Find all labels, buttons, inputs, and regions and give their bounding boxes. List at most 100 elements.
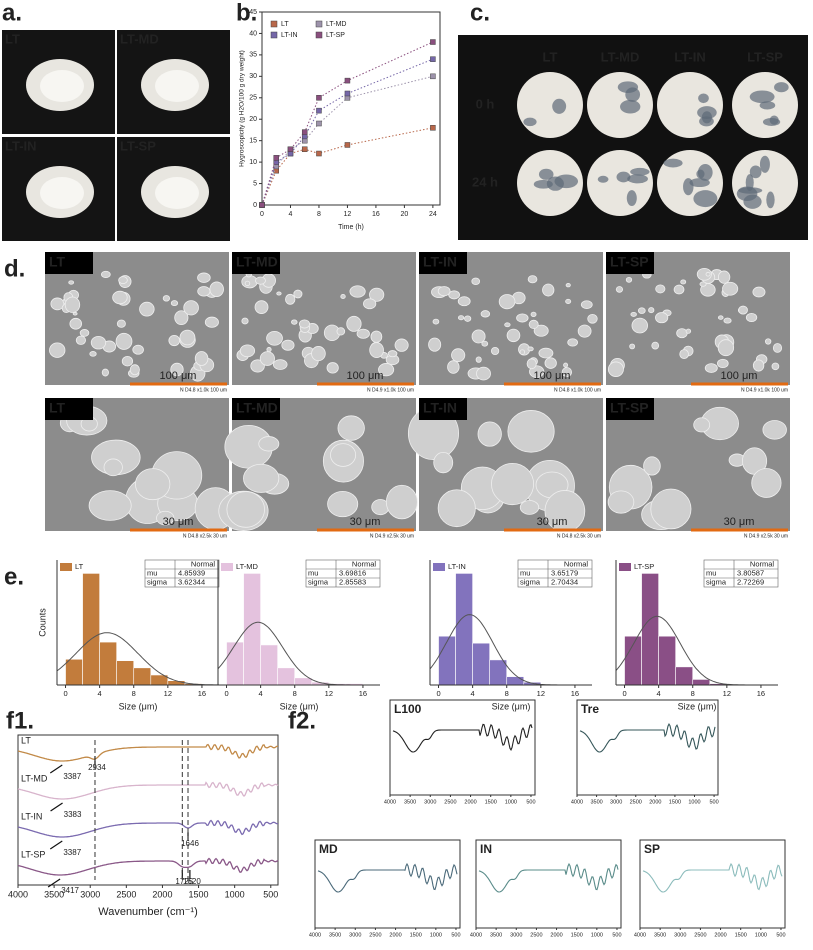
x-tick-label: 2500 xyxy=(369,932,381,938)
sem-label-box xyxy=(606,252,654,274)
x-tick-label: 8 xyxy=(293,689,297,698)
scale-bar-label: 100 μm xyxy=(347,370,384,382)
legend-label: LT-IN xyxy=(448,562,466,571)
particle xyxy=(764,338,772,345)
fit-title: Normal xyxy=(750,559,775,568)
histogram-bar xyxy=(294,677,313,686)
plate-patch xyxy=(626,190,637,207)
particle xyxy=(281,339,295,351)
particle xyxy=(699,281,707,287)
x-tick-label: 12 xyxy=(537,689,545,698)
particle xyxy=(241,317,249,325)
particle xyxy=(519,500,540,515)
plot-frame xyxy=(314,839,461,929)
peak-label: 3383 xyxy=(64,810,82,819)
particle xyxy=(135,468,171,501)
fit-table xyxy=(517,559,593,588)
spectrum-line xyxy=(579,722,716,753)
particle xyxy=(563,362,569,368)
spectrum-title: SP xyxy=(644,842,660,856)
particle xyxy=(276,291,282,296)
particle xyxy=(259,351,275,366)
particle xyxy=(266,330,283,346)
fit-label: mu xyxy=(308,568,318,577)
plate-patch xyxy=(749,165,762,179)
sem-label-box xyxy=(45,252,93,274)
particle xyxy=(156,510,175,526)
particle xyxy=(369,287,385,302)
x-tick-label: 3500 xyxy=(490,932,502,938)
sem-label: LT-IN xyxy=(423,400,457,416)
fit-label: sigma xyxy=(706,577,727,586)
plate-patch xyxy=(698,93,709,104)
particle xyxy=(752,359,765,372)
panel-label: f1. xyxy=(6,707,34,734)
powder xyxy=(155,177,199,209)
marker xyxy=(273,155,279,161)
y-tick-label: 20 xyxy=(249,116,257,123)
sem-label: LT-IN xyxy=(423,254,457,270)
particle xyxy=(580,300,593,309)
particle xyxy=(387,350,398,358)
particle xyxy=(197,272,211,283)
particle xyxy=(64,296,81,313)
panel-label: b. xyxy=(236,0,257,26)
particle xyxy=(103,458,123,477)
x-tick-label: 500 xyxy=(263,889,278,899)
plot-frame xyxy=(17,734,279,886)
sem-label: LT-SP xyxy=(610,400,649,416)
particle xyxy=(209,281,224,297)
particle xyxy=(437,489,476,528)
x-tick-label: 1000 xyxy=(591,932,603,938)
legend-label: LT-SP xyxy=(634,562,654,571)
sem-label-box xyxy=(606,398,654,420)
sem-label: LT xyxy=(49,254,66,270)
histogram-bar xyxy=(692,679,711,686)
fit-value: 4.85939 xyxy=(178,568,205,577)
peak-label: 3387 xyxy=(63,848,81,857)
marker xyxy=(430,56,436,62)
sem-label-box xyxy=(419,252,467,274)
particle xyxy=(471,277,481,286)
y-tick-label: 35 xyxy=(249,52,257,59)
particle xyxy=(648,307,655,314)
x-tick-label: 24 xyxy=(429,211,437,218)
x-tick-label: 16 xyxy=(571,689,579,698)
x-tick-label: 500 xyxy=(709,799,718,805)
x-tick-label: 3000 xyxy=(510,932,522,938)
x-tick-label: 8 xyxy=(317,211,321,218)
particle xyxy=(457,315,465,321)
plate-patch xyxy=(697,164,713,181)
x-tick-label: 500 xyxy=(451,932,460,938)
particle xyxy=(394,338,409,352)
spectrum-line xyxy=(478,862,619,893)
particle xyxy=(704,363,718,373)
sem-caption: N D4.9 x2.5k 30 um xyxy=(370,533,414,539)
plate-row-label: 24 h xyxy=(472,174,498,189)
particle xyxy=(565,298,572,304)
x-tick-label: 1500 xyxy=(735,932,747,938)
x-tick-label: 8 xyxy=(691,689,695,698)
particle xyxy=(655,284,666,294)
particle xyxy=(346,315,362,332)
x-tick-label: 1000 xyxy=(225,889,245,899)
particle xyxy=(475,356,482,363)
trend-line xyxy=(261,41,434,206)
peak-arrow xyxy=(49,764,63,774)
fit-label: mu xyxy=(147,568,157,577)
particle xyxy=(717,315,724,320)
plate-patch xyxy=(766,191,775,209)
x-tick-label: 8 xyxy=(132,689,136,698)
x-tick-label: 0 xyxy=(63,689,67,698)
x-axis-label: Size (μm) xyxy=(678,701,717,711)
particle xyxy=(480,310,491,318)
x-tick-label: 16 xyxy=(359,689,367,698)
plate-row-label: 0 h xyxy=(476,96,495,111)
particle xyxy=(204,316,219,328)
particle xyxy=(693,417,711,433)
particle xyxy=(90,335,107,350)
particle xyxy=(587,313,598,324)
sem-label-box xyxy=(232,398,280,420)
plate-column-label: LT-IN xyxy=(674,49,706,64)
